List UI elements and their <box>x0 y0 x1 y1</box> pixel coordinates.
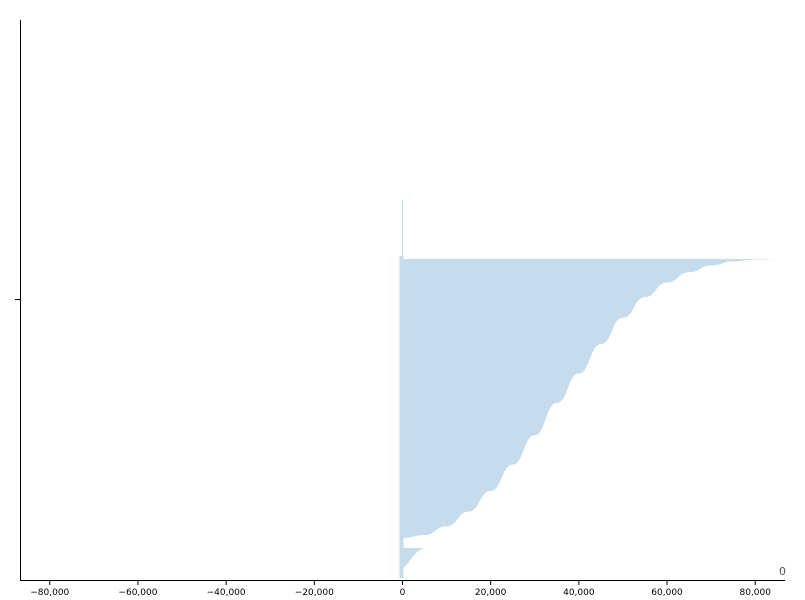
x-tick-label: 40,000 <box>563 588 595 598</box>
plot-area <box>399 200 782 578</box>
small-density-area <box>402 548 425 568</box>
x-tick-label: 20,000 <box>475 588 507 598</box>
x-tick-label: −60,000 <box>118 588 157 598</box>
x-tick-label: −80,000 <box>30 588 69 598</box>
zero-strip <box>399 256 404 578</box>
x-tick-label: −20,000 <box>295 588 334 598</box>
x-tick-label: 0 <box>400 588 406 598</box>
x-tick-label: 60,000 <box>651 588 683 598</box>
x-tick-label: −40,000 <box>207 588 246 598</box>
x-tick-label: 80,000 <box>739 588 771 598</box>
density-area <box>402 259 782 538</box>
x-axis-ticks: −80,000 −60,000 −40,000 −20,000 0 20,000 40,00… <box>30 580 771 598</box>
corner-label: 0 <box>779 565 786 578</box>
